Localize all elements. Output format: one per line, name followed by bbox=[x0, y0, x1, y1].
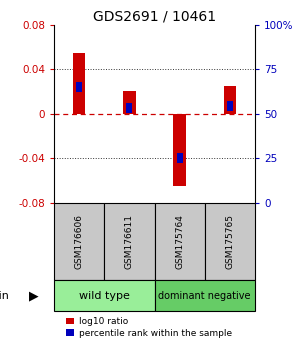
Bar bbox=[54, 202, 104, 280]
Bar bbox=[154, 280, 255, 311]
Text: GSM175764: GSM175764 bbox=[175, 214, 184, 269]
Text: GSM176606: GSM176606 bbox=[75, 214, 84, 269]
Bar bbox=[123, 91, 136, 114]
Text: dominant negative: dominant negative bbox=[158, 291, 251, 301]
Bar bbox=[104, 202, 154, 280]
Bar bbox=[76, 82, 82, 92]
Title: GDS2691 / 10461: GDS2691 / 10461 bbox=[93, 10, 216, 24]
Bar bbox=[227, 101, 233, 111]
Text: GSM175765: GSM175765 bbox=[225, 214, 234, 269]
Bar bbox=[224, 86, 236, 114]
Bar bbox=[154, 202, 205, 280]
Bar bbox=[54, 280, 154, 311]
Bar bbox=[73, 52, 85, 114]
Bar bbox=[177, 153, 183, 164]
Text: wild type: wild type bbox=[79, 291, 130, 301]
Bar bbox=[126, 103, 132, 113]
Text: strain: strain bbox=[0, 291, 10, 301]
Text: GSM176611: GSM176611 bbox=[125, 214, 134, 269]
Bar bbox=[205, 202, 255, 280]
Legend: log10 ratio, percentile rank within the sample: log10 ratio, percentile rank within the … bbox=[62, 314, 236, 342]
Text: ▶: ▶ bbox=[29, 289, 39, 302]
Bar bbox=[173, 114, 186, 186]
